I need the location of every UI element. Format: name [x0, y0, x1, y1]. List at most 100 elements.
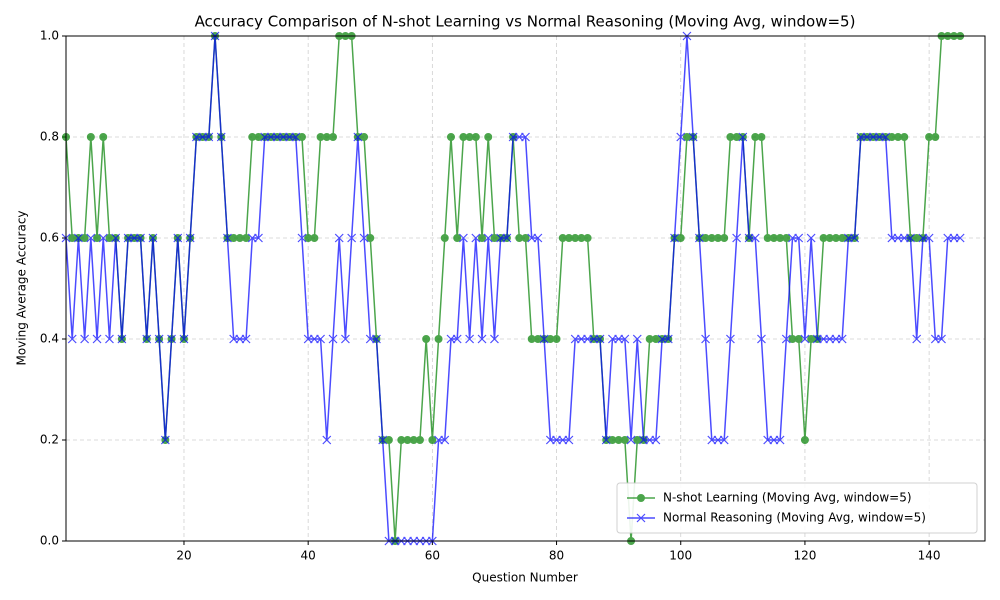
point	[694, 233, 704, 243]
x-tick-label: 120	[793, 549, 816, 563]
point	[465, 334, 475, 344]
point	[297, 133, 306, 141]
point	[924, 233, 934, 243]
point	[242, 234, 251, 242]
point	[365, 334, 375, 344]
y-axis-label: Moving Average Accuracy	[15, 210, 29, 365]
point	[769, 435, 779, 445]
point	[906, 233, 915, 243]
point	[850, 233, 860, 243]
point	[235, 334, 245, 344]
point	[707, 435, 717, 445]
point	[477, 334, 487, 344]
point	[366, 234, 375, 242]
point	[663, 334, 673, 344]
point	[316, 334, 326, 344]
point	[521, 132, 530, 142]
point	[601, 435, 611, 445]
point	[955, 233, 965, 243]
point	[583, 334, 593, 344]
point	[875, 132, 884, 142]
point	[626, 435, 636, 445]
point	[328, 334, 338, 344]
point	[632, 334, 642, 344]
x-tick-label: 140	[918, 549, 941, 563]
point	[794, 335, 803, 343]
point	[775, 435, 785, 445]
point	[738, 132, 748, 142]
point	[725, 334, 735, 344]
x-axis-label: Question Number	[472, 571, 578, 585]
point	[521, 234, 530, 242]
point	[893, 233, 903, 243]
point	[440, 435, 450, 445]
point	[154, 334, 164, 344]
point	[757, 133, 766, 141]
y-tick-label: 0.4	[40, 332, 59, 346]
point	[471, 133, 480, 141]
x-tick-label: 80	[549, 549, 564, 563]
point	[434, 435, 443, 445]
point	[167, 334, 176, 344]
legend-entry	[627, 494, 655, 502]
point	[198, 132, 208, 142]
point	[129, 233, 139, 243]
point	[937, 334, 946, 344]
point	[67, 334, 77, 344]
point	[719, 435, 729, 445]
legend-entry	[627, 513, 655, 523]
point	[254, 233, 263, 243]
point	[899, 233, 909, 243]
point	[446, 334, 456, 344]
point	[539, 334, 549, 344]
point	[545, 435, 555, 445]
point	[347, 233, 357, 243]
point	[732, 233, 742, 243]
line	[65, 35, 961, 542]
point	[670, 233, 679, 243]
y-tick-label: 0.6	[40, 231, 59, 245]
point	[595, 334, 605, 344]
point	[80, 234, 89, 242]
point	[800, 436, 809, 444]
point	[757, 334, 766, 344]
point	[720, 234, 729, 242]
point	[943, 233, 953, 243]
point	[794, 233, 804, 243]
legend-marker	[636, 513, 646, 523]
point	[701, 334, 710, 344]
point	[223, 233, 232, 243]
point	[918, 233, 928, 243]
point	[247, 233, 257, 243]
point	[309, 334, 319, 344]
legend-marker	[637, 494, 645, 502]
point	[657, 334, 667, 344]
point	[483, 233, 493, 243]
point	[583, 234, 592, 242]
point	[353, 132, 363, 142]
point	[241, 334, 251, 344]
point	[285, 132, 294, 142]
point	[930, 334, 940, 344]
point	[322, 435, 332, 445]
point	[881, 132, 891, 142]
point	[576, 334, 586, 344]
point	[378, 435, 388, 445]
point	[303, 334, 313, 344]
point	[179, 334, 189, 344]
point	[160, 435, 170, 445]
point	[278, 132, 288, 142]
point	[676, 234, 685, 242]
point	[440, 234, 449, 242]
point	[781, 334, 791, 344]
point	[297, 233, 307, 243]
point	[645, 435, 655, 445]
x-tick-label: 100	[669, 549, 692, 563]
point	[478, 234, 487, 242]
point	[558, 435, 568, 445]
point	[148, 233, 158, 243]
point	[142, 334, 152, 344]
point	[80, 334, 90, 344]
point	[782, 234, 791, 242]
